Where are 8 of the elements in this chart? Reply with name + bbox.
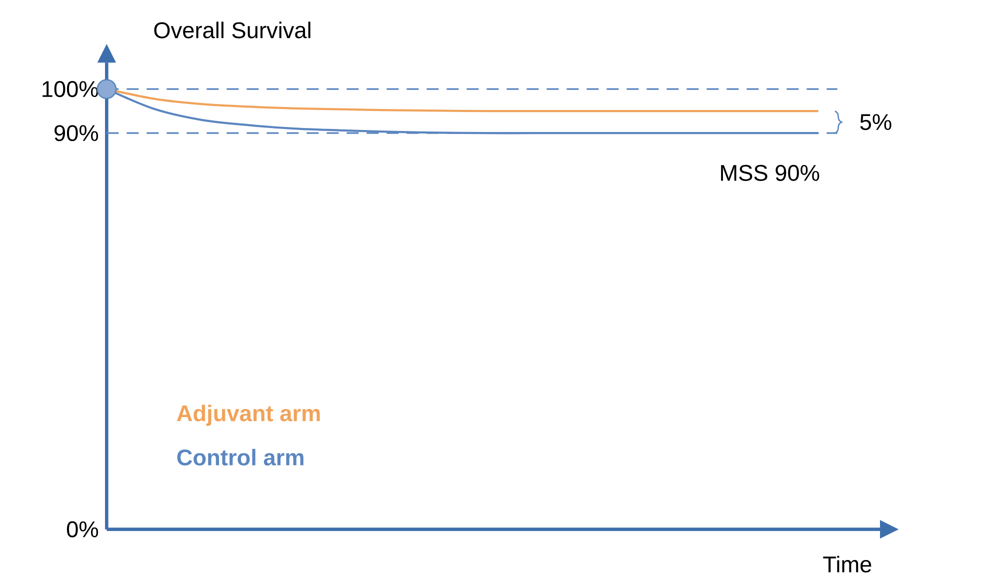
text: 5%: [860, 114, 892, 130]
chart-title: Overall Survival: [154, 22, 310, 38]
text: Adjuvant arm: [176, 404, 320, 426]
text: Control arm: [177, 448, 304, 466]
x-axis-title: Time: [823, 556, 872, 572]
y-tick-label: 90%: [54, 125, 98, 142]
annotation: MSS 90%: [721, 164, 820, 181]
y-tick-label: 0%: [66, 521, 98, 538]
